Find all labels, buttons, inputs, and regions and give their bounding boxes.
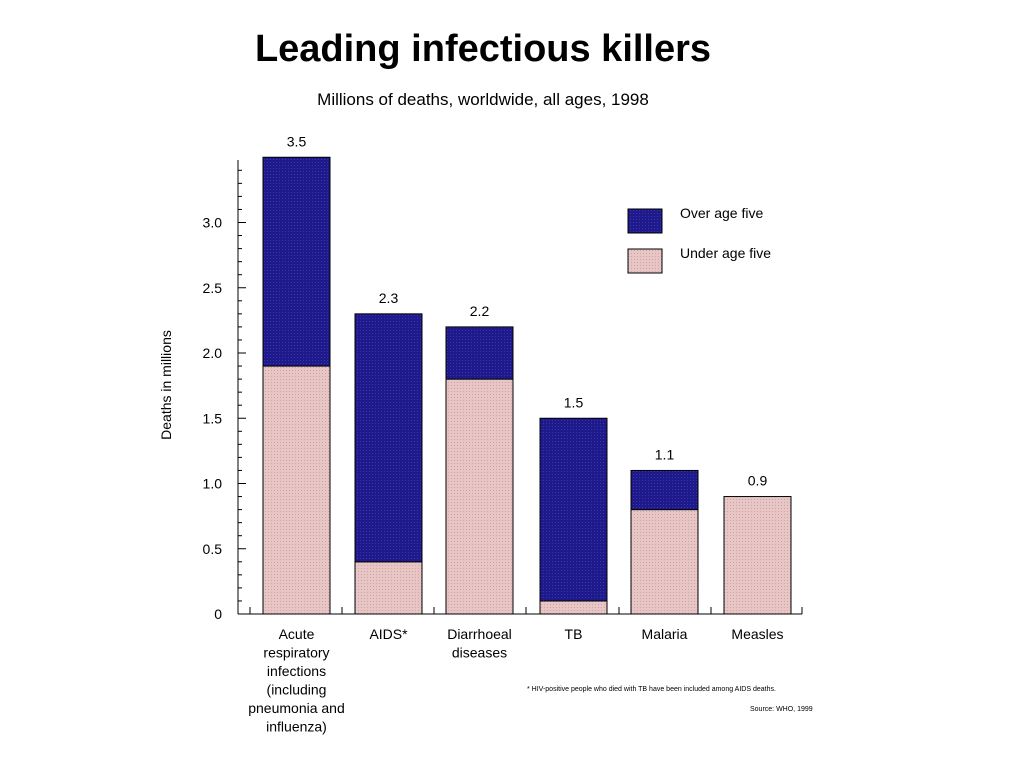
bar-total-label: 3.5 xyxy=(287,133,307,149)
legend-swatch xyxy=(627,208,663,234)
x-tick-label: Measles xyxy=(731,626,783,642)
bar-segment xyxy=(262,156,331,367)
bar-total-label: 1.1 xyxy=(655,446,675,462)
chart-subtitle: Millions of deaths, worldwide, all ages,… xyxy=(317,90,649,109)
y-tick-label: 0.5 xyxy=(203,541,223,557)
legend-swatch xyxy=(627,248,663,274)
x-tick-label: Diarrhoeal diseases xyxy=(447,626,512,661)
bar-total-label: 1.5 xyxy=(564,394,584,410)
x-tick-label: Acute respiratory infections (including pneu… xyxy=(248,626,345,735)
bar-segment xyxy=(445,378,514,615)
y-tick-label: 1.5 xyxy=(203,410,223,426)
y-tick-label: 2.5 xyxy=(203,280,223,296)
legend-label: Over age five xyxy=(680,205,763,221)
bar-segment xyxy=(630,469,699,511)
bar-total-label: 2.3 xyxy=(379,290,399,306)
bar-segment xyxy=(539,600,608,615)
y-tick-label: 0 xyxy=(214,606,222,622)
x-tick-label: TB xyxy=(565,626,583,642)
bar-segment xyxy=(723,496,792,615)
bar-segment xyxy=(354,561,423,615)
source-note: Source: WHO, 1999 xyxy=(750,706,813,713)
x-tick-label: AIDS* xyxy=(369,626,408,642)
bar-total-label: 2.2 xyxy=(470,303,490,319)
y-axis-label: Deaths in millions xyxy=(158,330,174,440)
bar-segment xyxy=(630,509,699,615)
footnote: * HIV-positive people who died with TB h… xyxy=(527,686,776,693)
y-tick-label: 1.0 xyxy=(203,476,223,492)
bar-segment xyxy=(354,313,423,563)
bar-segment xyxy=(539,417,608,602)
bar-total-label: 0.9 xyxy=(748,473,768,489)
chart-title: Leading infectious killers xyxy=(254,28,712,70)
y-tick-label: 2.0 xyxy=(203,345,223,361)
y-tick-label: 3.0 xyxy=(203,215,223,231)
legend-label: Under age five xyxy=(680,245,771,261)
x-tick-label: Malaria xyxy=(642,626,688,642)
bar-segment xyxy=(445,326,514,380)
bar-segment xyxy=(262,365,331,615)
